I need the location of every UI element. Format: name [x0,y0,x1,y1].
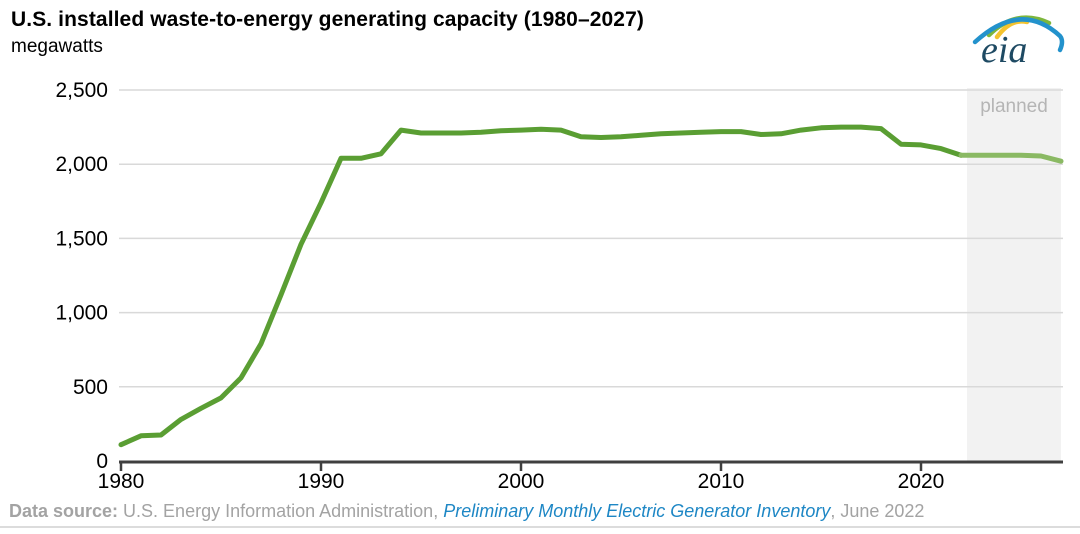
y-tick-label: 0 [96,450,108,473]
planned-region [967,88,1061,462]
eia-logo: eia [972,15,1065,71]
x-tick-label: 1990 [298,470,345,493]
y-tick-label: 1,500 [55,227,108,250]
capacity-line-historical [118,124,964,448]
planned-region-label: planned [980,96,1048,117]
data-source-footer: Data source: U.S. Energy Information Adm… [9,501,924,522]
x-tick-label: 2000 [498,470,545,493]
source-report-link[interactable]: Preliminary Monthly Electric Generator I… [443,501,831,521]
logo-arc-blue [972,17,1065,53]
data-source-date: , June 2022 [830,501,925,521]
y-tick-label: 1,000 [55,302,108,325]
data-source-label: Data source: [9,501,119,521]
page-subtitle: megawatts [11,36,103,57]
data-source-text: U.S. Energy Information Administration, [118,501,444,521]
x-tick-label: 2020 [898,470,945,493]
capacity-line-planned [958,152,1064,164]
eia-logo-arcs [972,15,1065,53]
x-tick-label: 2010 [698,470,745,493]
page-title: U.S. installed waste-to-energy generatin… [11,8,644,31]
y-tick-label: 500 [73,376,108,399]
eia-logo-text: eia [981,29,1027,71]
y-tick-label: 2,000 [55,153,108,176]
x-tick-label: 1980 [98,470,145,493]
bottom-divider [0,526,1080,528]
y-tick-label: 2,500 [55,79,108,102]
